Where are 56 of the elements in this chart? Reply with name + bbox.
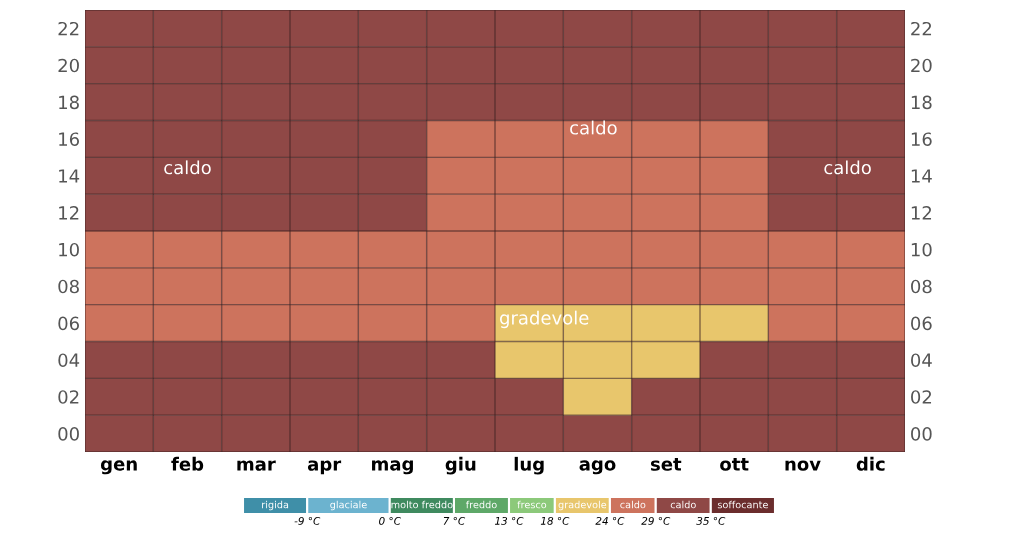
y2-tick-label: 04 bbox=[58, 353, 80, 368]
annotation: caldo bbox=[164, 160, 211, 175]
y2-tick-label: 16 bbox=[59, 132, 79, 147]
y-tick-label: 14 bbox=[911, 169, 932, 183]
color-bar-label: 24 °C bbox=[595, 516, 625, 525]
color-bar-label: 29 °C bbox=[641, 516, 671, 525]
x-tick-label: lug bbox=[514, 456, 544, 475]
y-tick-label: 02 bbox=[911, 390, 932, 404]
x-tick-label: feb bbox=[171, 456, 204, 471]
y-tick-label: 18 bbox=[911, 95, 932, 110]
x-tick-label: nov bbox=[785, 460, 821, 471]
y-tick-label: 22 bbox=[911, 21, 932, 36]
text: caldo bbox=[670, 500, 696, 509]
color-bar-label: 35 °C bbox=[696, 516, 726, 525]
y2-tick-label: 06 bbox=[58, 316, 79, 331]
y-tick-label: 08 bbox=[911, 279, 932, 294]
text: soffocante bbox=[717, 500, 768, 509]
x-tick-label: gen bbox=[100, 460, 137, 475]
text: freddo bbox=[465, 500, 497, 509]
text: glaciale bbox=[330, 500, 367, 511]
y-tick-label: 12 bbox=[911, 206, 932, 220]
y2-tick-label: 10 bbox=[59, 242, 79, 257]
color-bar-label: 13 °C bbox=[494, 516, 524, 525]
y2-tick-label: 18 bbox=[59, 95, 79, 110]
color-bar-label: 7 °C bbox=[443, 516, 466, 525]
y-tick-label: 06 bbox=[911, 316, 932, 331]
y2-tick-label: 02 bbox=[58, 390, 79, 404]
text: caldo bbox=[620, 500, 646, 509]
color-bar-label: 18 °C bbox=[540, 516, 570, 525]
y-tick-label: 04 bbox=[911, 353, 932, 368]
text: molto freddo bbox=[391, 500, 453, 509]
y2-tick-label: 00 bbox=[58, 427, 79, 441]
x-tick-label: mag bbox=[372, 460, 413, 475]
y-tick-label: 16 bbox=[911, 132, 932, 147]
y2-tick-label: 08 bbox=[58, 279, 79, 294]
text: fresco bbox=[517, 500, 547, 509]
x-tick-label: apr bbox=[307, 460, 342, 475]
x-tick-label: giu bbox=[445, 456, 476, 475]
y2-tick-label: 12 bbox=[59, 206, 79, 220]
y-tick-label: 20 bbox=[911, 58, 932, 73]
y2-tick-label: 14 bbox=[59, 169, 80, 183]
x-tick-label: dic bbox=[856, 456, 885, 471]
annotation: caldo bbox=[570, 120, 617, 135]
y-tick-label: 00 bbox=[911, 427, 932, 441]
x-tick-label: set bbox=[650, 457, 682, 471]
x-tick-label: ago bbox=[579, 460, 616, 475]
y2-tick-label: 22 bbox=[58, 21, 79, 36]
x-tick-label: ott bbox=[720, 457, 749, 471]
x-tick-label: mar bbox=[237, 460, 276, 471]
color-bar-label: 0 °C bbox=[379, 516, 401, 525]
y-tick-label: 10 bbox=[911, 242, 932, 257]
y2-tick-label: 20 bbox=[58, 58, 79, 73]
annotation: caldo bbox=[824, 160, 871, 175]
color-bar-label: -9 °C bbox=[294, 516, 321, 525]
text: gradevole bbox=[558, 500, 607, 511]
text: rigida bbox=[262, 500, 289, 511]
